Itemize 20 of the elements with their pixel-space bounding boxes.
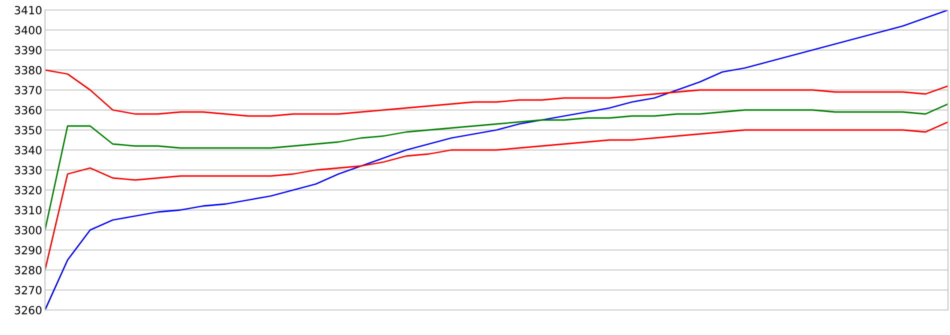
line-series — [45, 103, 948, 231]
y-tick-label: 3410 — [14, 6, 42, 14]
y-tick-label: 3380 — [14, 66, 42, 74]
y-tick-label: 3320 — [14, 186, 42, 194]
y-tick-label: 3340 — [14, 146, 42, 154]
y-tick-label: 3270 — [14, 286, 42, 294]
y-tick-label: 3370 — [14, 86, 42, 94]
line-series — [45, 10, 948, 310]
y-tick-label: 3400 — [14, 26, 42, 34]
y-tick-label: 3360 — [14, 106, 42, 114]
line-series — [45, 69, 948, 117]
y-tick-label: 3390 — [14, 46, 42, 54]
y-tick-label: 3350 — [14, 126, 42, 134]
y-tick-label: 3310 — [14, 206, 42, 214]
y-tick-label: 3290 — [14, 246, 42, 254]
line-series — [45, 121, 948, 271]
y-tick-label: 3300 — [14, 226, 42, 234]
y-tick-label: 3260 — [14, 306, 42, 314]
y-tick-label: 3280 — [14, 266, 42, 274]
y-tick-label: 3330 — [14, 166, 42, 174]
